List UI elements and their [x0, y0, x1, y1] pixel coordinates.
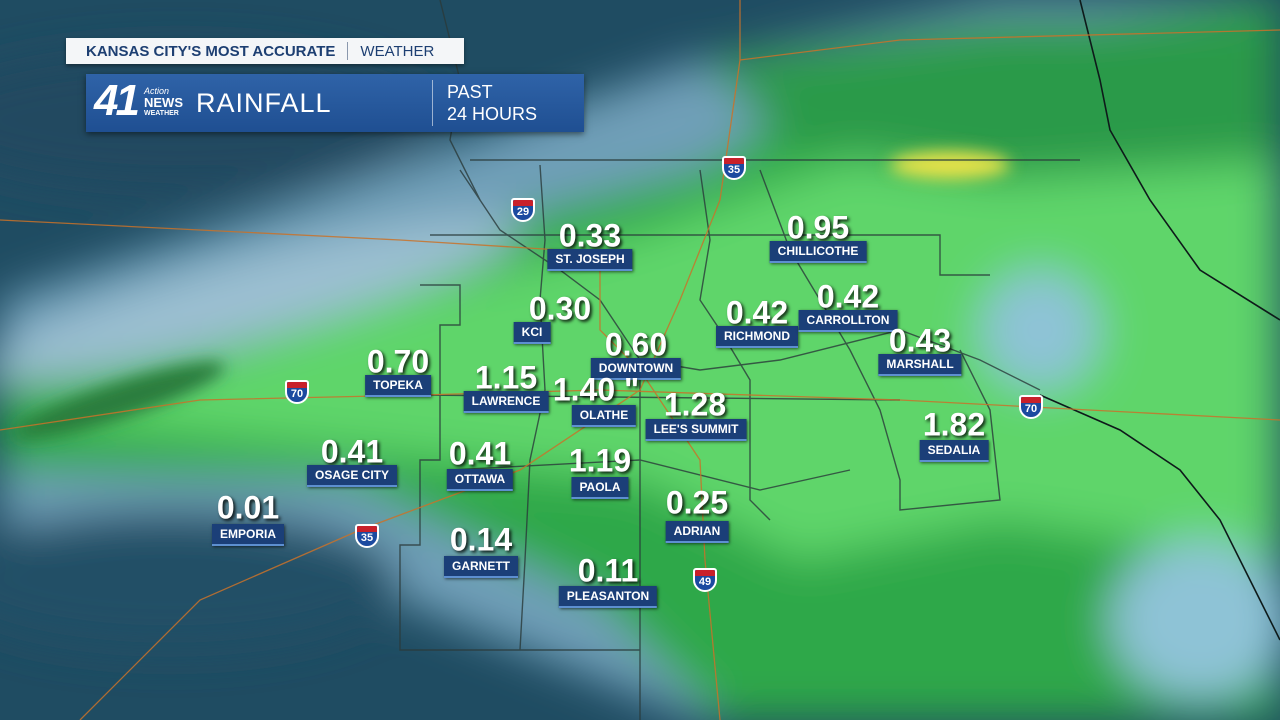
city-label: PLEASANTON: [558, 586, 658, 608]
city-label: ADRIAN: [665, 521, 729, 543]
divider: [347, 42, 349, 60]
tagline-bar: KANSAS CITY'S MOST ACCURATE WEATHER: [66, 38, 464, 64]
city-label: MARSHALL: [878, 354, 962, 376]
period-line: 24 HOURS: [447, 104, 538, 124]
highway-shield: 29: [511, 198, 535, 222]
rain-amount: 0.60: [604, 326, 668, 363]
logo-text: Action: [144, 86, 170, 96]
city-label: OTTAWA: [446, 469, 514, 491]
period-line: PAST: [447, 82, 493, 102]
city-label: GARNETT: [444, 556, 518, 578]
rain-amount: 0.43: [888, 322, 952, 359]
period: PAST 24 HOURS: [447, 81, 537, 125]
rain-amount: 0.33: [558, 217, 622, 254]
highway-shield: 70: [1019, 395, 1043, 419]
rain-amount: 0.42: [725, 294, 789, 331]
divider: [432, 80, 433, 126]
section-label: WEATHER: [360, 42, 435, 60]
station-logo: 41 Action NEWS WEATHER: [92, 74, 188, 132]
title-panel: 41 Action NEWS WEATHER RAINFALL PAST 24 …: [86, 74, 584, 132]
rain-amount: 1.19: [568, 442, 632, 479]
title: RAINFALL: [196, 87, 332, 118]
highway-shield: 35: [722, 156, 746, 180]
city-label: LEE'S SUMMIT: [645, 419, 747, 441]
city-label: SEDALIA: [919, 440, 989, 462]
logo-number: 41: [94, 76, 140, 125]
rain-amount: 0.41: [320, 433, 384, 470]
rain-amount: 0.11: [577, 552, 639, 589]
logo-text: NEWS: [144, 95, 183, 110]
city-label: LAWRENCE: [463, 391, 549, 413]
rain-amount: 1.40 ": [552, 371, 640, 408]
rain-amount: 0.41: [448, 435, 512, 472]
city-label: ST. JOSEPH: [547, 249, 633, 271]
rain-amount: 0.25: [665, 484, 729, 521]
city-label: CHILLICOTHE: [769, 241, 867, 263]
highway-shield: 70: [285, 380, 309, 404]
rain-amount: 0.14: [449, 521, 513, 558]
city-label: CARROLLTON: [798, 310, 898, 332]
city-label: OLATHE: [571, 405, 637, 427]
city-label: EMPORIA: [211, 524, 285, 546]
tagline: KANSAS CITY'S MOST ACCURATE: [86, 42, 336, 60]
city-label: RICHMOND: [716, 326, 798, 348]
rain-amount: 0.01: [216, 489, 280, 526]
rain-amount: 0.42: [816, 278, 880, 315]
city-label: KCI: [513, 322, 551, 344]
city-label: DOWNTOWN: [590, 358, 682, 380]
rain-amount: 1.82: [922, 406, 986, 443]
city-label: TOPEKA: [365, 375, 431, 397]
rain-amount: 0.95: [786, 209, 850, 246]
highway-shield: 35: [355, 524, 379, 548]
city-label: PAOLA: [571, 477, 629, 499]
logo-text: WEATHER: [144, 110, 179, 117]
highway-shield: 49: [693, 568, 717, 592]
rain-amount: 1.28: [663, 386, 727, 423]
rain-amount: 0.30: [528, 290, 592, 327]
city-label: OSAGE CITY: [306, 465, 398, 487]
rain-amount: 0.70: [366, 343, 430, 380]
rain-amount: 1.15: [474, 359, 538, 396]
